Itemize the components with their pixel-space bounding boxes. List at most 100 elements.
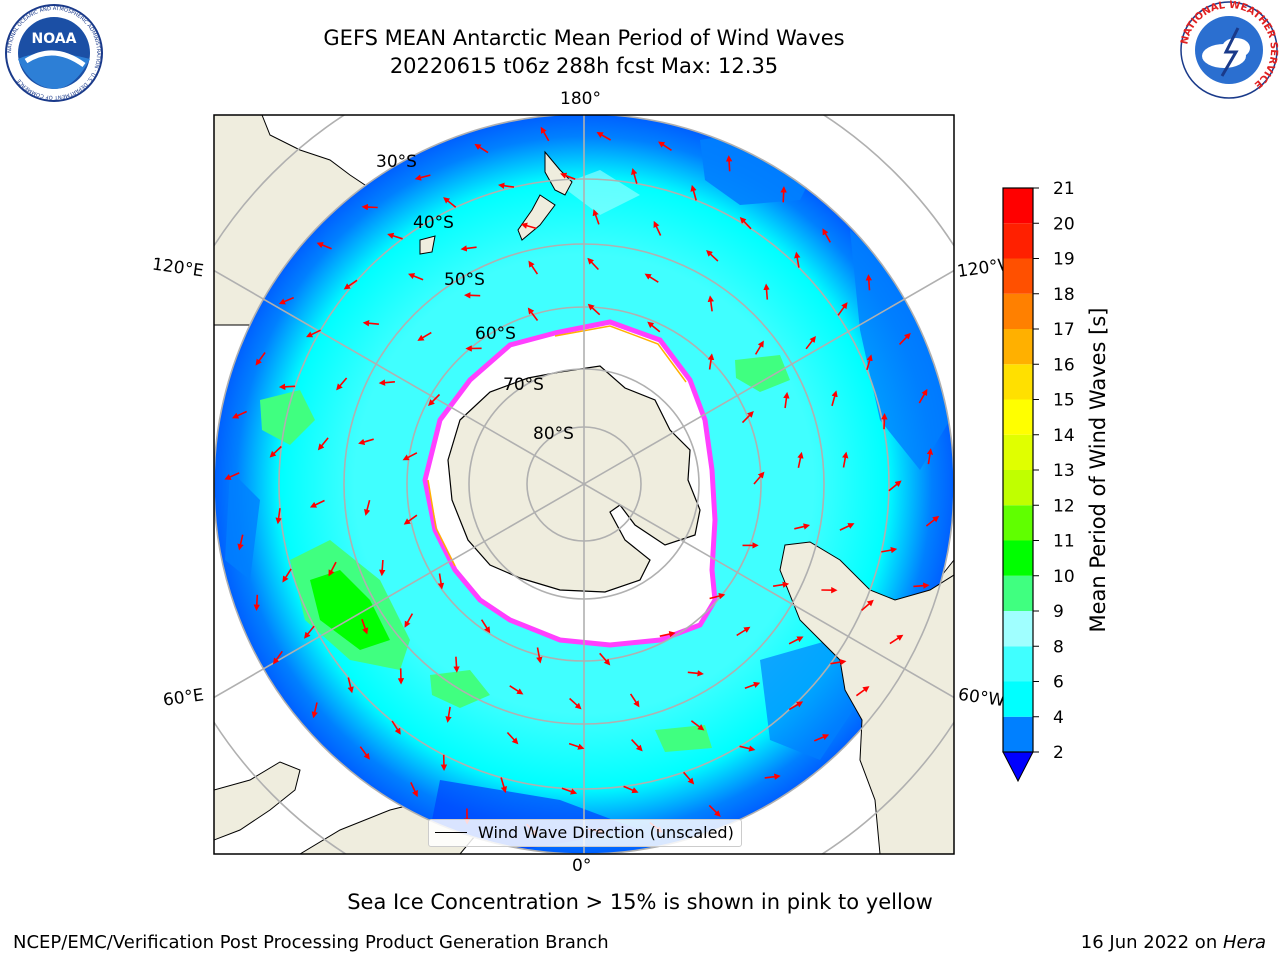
colorbar-tick-label: 21 [1053,179,1075,199]
wind-wave-arrow [404,613,414,628]
wind-wave-arrow [687,670,704,677]
colorbar-tick-label: 10 [1053,567,1075,587]
wind-wave-arrow [443,197,457,208]
wind-wave-arrow [599,652,611,666]
wind-wave-arrow [378,379,395,386]
colorbar-level-16-17 [1003,329,1033,365]
wind-wave-arrow [783,391,790,409]
wind-wave-arrow [794,523,811,530]
colorbar-tick-label: 14 [1053,426,1075,446]
wind-wave-arrow [736,626,751,637]
wind-wave-arrow [926,448,934,465]
chart-title: GEFS MEAN Antarctic Mean Period of Wind … [323,26,845,50]
wind-wave-arrow [866,354,873,371]
wind-wave-arrow [362,320,379,327]
wind-wave-arrow [403,514,418,525]
wind-wave-arrow [631,168,638,184]
wind-wave-arrow [709,592,726,600]
wind-wave-arrow [708,804,721,817]
wind-wave-arrow [763,283,770,300]
colorbar-level-6-8 [1003,646,1033,682]
wind-wave-arrow [596,132,611,141]
lat-label-60s: 60°S [475,324,516,344]
wind-wave-arrow [653,220,662,236]
wind-wave-arrow [364,499,371,516]
new-zealand-land [517,150,573,241]
wind-wave-arrow [317,437,329,451]
wind-wave-arrow [309,499,325,508]
wind-wave-arrow [391,720,401,735]
colorbar-tick-label: 19 [1053,250,1075,270]
wind-wave-arrow [328,561,337,577]
colorbar-ticks: 21 20 19 18 17 16 15 14 13 12 11 10 9 8 6 4 2 [1033,179,1075,763]
wind-wave-arrow [706,250,719,262]
colorbar-tick-label: 8 [1053,637,1064,657]
lon-label-180: 180° [560,89,601,109]
wind-wave-arrow [592,209,600,225]
map-legend: Wind Wave Direction (unscaled) [428,819,742,847]
sea-ice-note: Sea Ice Concentration > 15% is shown in … [347,890,933,914]
wind-wave-arrow [408,273,424,281]
colorbar-tick-label: 13 [1053,461,1075,481]
wind-wave-arrow [428,393,441,406]
wind-wave-arrow [780,186,787,203]
wind-wave-arrow [772,581,790,588]
wind-wave-arrow [480,619,491,634]
wind-wave-arrow [445,706,452,723]
lat-label-70s: 70°S [503,375,544,395]
wind-wave-arrow [231,410,248,419]
wind-wave-arrow [498,182,515,189]
wind-wave-arrow [830,658,847,666]
wind-wave-arrow [361,618,369,635]
wind-wave-arrow [647,321,661,333]
wind-wave-arrow [561,787,578,795]
wind-wave-arrow [568,742,585,750]
wind-wave-arrow [629,693,640,708]
wind-wave-arrow [889,634,904,645]
wind-wave-arrow [753,471,765,485]
wind-wave-arrow [282,568,292,583]
colorbar-level-10-11 [1003,540,1033,576]
wind-wave-arrow [460,245,477,252]
wind-wave-arrow [311,702,318,719]
wind-wave-arrow [741,411,754,424]
wind-wave-arrow [898,332,911,345]
wind-wave-arrow [278,383,296,390]
wind-wave-arrow [754,340,764,355]
wind-wave-arrow [682,771,695,785]
wind-wave-arrow [414,174,431,181]
wind-wave-arrow [347,677,354,694]
wind-wave-arrow [881,413,888,430]
wind-wave-arrow [839,523,855,531]
wind-wave-arrow [690,720,705,731]
colorbar-level-17-18 [1003,293,1033,329]
wind-wave-arrow [865,274,873,291]
colorbar-level-4-6 [1003,681,1033,717]
colorbar-tick-label: 20 [1053,214,1075,234]
map-frame [213,114,955,855]
wind-wave-arrow [822,228,831,243]
wind-wave-arrow [788,636,804,645]
wind-wave-arrow [560,172,576,180]
wind-wave-arrow [918,388,928,404]
wind-wave-arrow [536,647,543,664]
wind-wave-arrow [272,650,283,665]
colorbar-tick-label: 16 [1053,355,1075,375]
wind-wave-arrow [520,222,537,230]
wind-wave-arrow [336,377,348,391]
legend-line-swatch [435,832,467,833]
wind-wave-arrow [303,625,315,639]
wind-wave-arrow [253,594,260,611]
chart-subtitle: 20220615 t06z 288h fcst Max: 12.35 [389,54,779,78]
wind-wave-arrow [813,734,830,742]
lat-label-40s: 40°S [413,213,454,233]
colorbar-level-20-21 [1003,188,1033,224]
wind-wave-arrow [500,777,507,794]
colorbar-tick-label: 17 [1053,320,1075,340]
wind-wave-arrow [707,295,714,312]
wind-wave-arrow [474,143,489,154]
wind-wave-arrow [417,331,432,341]
wind-wave-arrow [359,746,370,760]
wind-wave-arrow [739,745,756,752]
wind-wave-arrow [805,335,816,350]
